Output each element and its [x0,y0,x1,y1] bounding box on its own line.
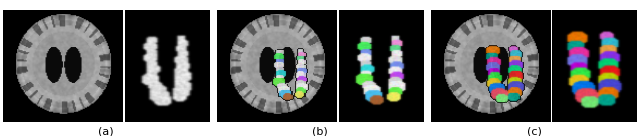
Text: (a): (a) [99,127,114,136]
Text: (b): (b) [312,127,328,136]
Text: (c): (c) [527,127,541,136]
